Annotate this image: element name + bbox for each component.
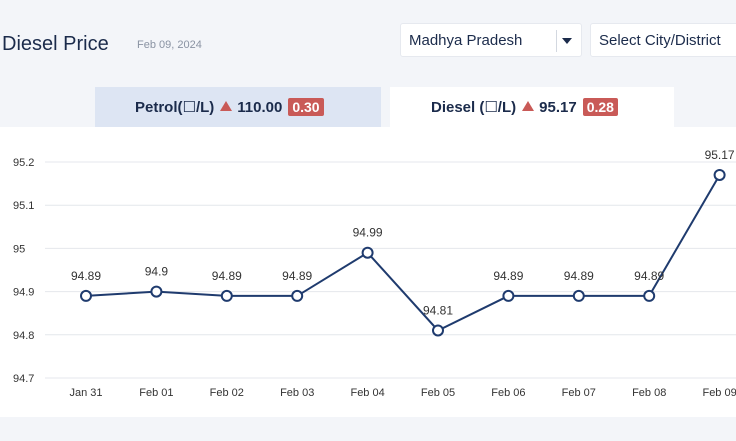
data-label: 94.89	[564, 269, 594, 283]
tab-diesel-name: Diesel (☐/L)	[431, 99, 517, 116]
x-tick-label: Feb 07	[562, 387, 596, 399]
data-point	[361, 246, 374, 259]
y-tick-label: 95.2	[13, 157, 34, 169]
tab-petrol-change-badge: 0.30	[288, 98, 324, 116]
state-select-value: Madhya Pradesh	[409, 32, 523, 49]
price-date: Feb 09, 2024	[137, 39, 202, 51]
tab-diesel-label: Diesel (☐/L) 95.17 0.28	[431, 98, 618, 116]
data-point	[643, 289, 656, 302]
data-point	[432, 324, 444, 337]
tab-petrol-name: Petrol(☐/L)	[135, 99, 215, 116]
state-select[interactable]: Madhya Pradesh	[400, 23, 582, 57]
price-chart: 94.7 94.8 94.9 95 95.1 95.2 Jan 31 Feb 01 Feb 02…	[0, 127, 736, 417]
tab-diesel-change-badge: 0.28	[582, 98, 618, 116]
chevron-down-icon[interactable]	[562, 38, 572, 44]
data-point	[291, 289, 304, 302]
x-tick-label: Feb 05	[421, 387, 455, 399]
up-arrow-icon	[522, 101, 535, 111]
header: Diesel Price Feb 09, 2024 Madhya Pradesh…	[0, 0, 736, 86]
x-tick-label: Feb 03	[280, 387, 314, 399]
up-arrow-icon	[220, 101, 233, 111]
x-tick-label: Jan 31	[69, 387, 102, 399]
tab-diesel[interactable]: Diesel (☐/L) 95.17 0.28	[390, 87, 674, 127]
data-label: 94.99	[353, 226, 383, 240]
city-select[interactable]: Select City/District	[590, 23, 736, 57]
x-tick-label: Feb 04	[350, 387, 384, 399]
tab-petrol-price: 110.00	[237, 99, 283, 116]
x-tick-label: Feb 01	[139, 387, 173, 399]
y-tick-label: 94.7	[13, 373, 34, 385]
tab-petrol[interactable]: Petrol(☐/L) 110.00 0.30	[95, 87, 381, 127]
y-tick-label: 95.1	[13, 200, 34, 212]
data-point	[572, 289, 585, 302]
data-label: 94.89	[212, 269, 242, 283]
data-point	[502, 289, 515, 302]
data-label: 94.89	[71, 269, 101, 283]
tab-diesel-price: 95.17	[539, 99, 577, 116]
data-point	[713, 168, 726, 181]
data-point	[220, 289, 233, 302]
data-label: 94.89	[634, 269, 664, 283]
x-tick-label: Feb 02	[210, 387, 244, 399]
tab-petrol-label: Petrol(☐/L) 110.00 0.30	[135, 98, 324, 116]
select-separator	[556, 30, 557, 52]
data-label: 94.9	[145, 265, 169, 279]
data-label: 94.89	[282, 269, 312, 283]
data-point	[80, 289, 92, 302]
x-tick-label: Feb 08	[632, 387, 666, 399]
y-tick-label: 94.9	[13, 287, 34, 299]
x-tick-label: Feb 06	[491, 387, 525, 399]
series-line	[85, 174, 721, 332]
x-tick-label: Feb 09	[702, 387, 736, 399]
y-tick-label: 94.8	[13, 330, 34, 342]
price-chart-svg: 94.7 94.8 94.9 95 95.1 95.2 Jan 31 Feb 01 Feb 02…	[13, 148, 736, 399]
page-title: Diesel Price	[2, 33, 109, 55]
data-label: 94.89	[493, 269, 523, 283]
data-point	[150, 285, 163, 298]
data-label: 95.17	[705, 148, 735, 162]
data-label: 94.81	[423, 303, 453, 317]
city-select-placeholder: Select City/District	[599, 32, 721, 49]
y-tick-label: 95	[13, 243, 25, 255]
